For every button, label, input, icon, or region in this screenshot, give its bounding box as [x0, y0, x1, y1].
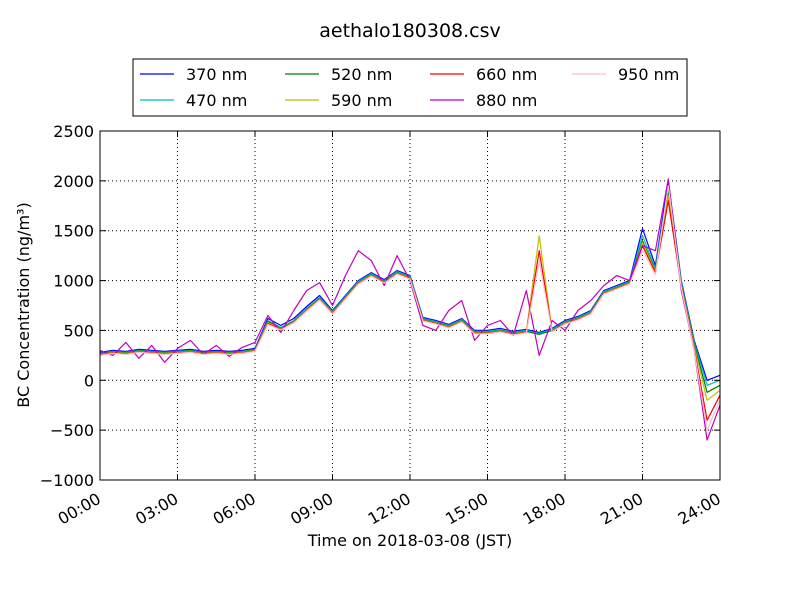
y-axis-label: BC Concentration (ng/m³)	[14, 202, 33, 407]
legend-label: 660 nm	[476, 65, 537, 84]
x-tick-label: 06:00	[210, 489, 259, 529]
x-tick-label: 15:00	[442, 489, 491, 529]
legend-label: 880 nm	[476, 91, 537, 110]
x-tick-label: 24:00	[675, 489, 724, 529]
legend: 370 nm 470 nm 520 nm 590 nm 660 nm 880 nm 950 …	[132, 58, 688, 117]
y-tick-label: 500	[63, 321, 94, 340]
series-line-880nm	[99, 178, 721, 441]
legend-label: 370 nm	[186, 65, 247, 84]
legend-box	[132, 58, 688, 117]
x-tick-label: 18:00	[520, 489, 569, 529]
legend-label: 520 nm	[331, 65, 392, 84]
y-tick-label: −500	[50, 421, 94, 440]
y-tick-label: 1000	[53, 272, 94, 291]
legend-label: 950 nm	[618, 65, 679, 84]
series-line-950nm	[99, 185, 721, 431]
x-tick-label: 03:00	[132, 489, 181, 529]
y-tick-label: 2500	[53, 122, 94, 141]
x-axis-label: Time on 2018-03-08 (JST)	[307, 531, 512, 550]
series-line-370nm	[99, 180, 721, 381]
x-tick-label: 12:00	[365, 489, 414, 529]
y-tick-label: 2000	[53, 172, 94, 191]
legend-label: 470 nm	[186, 91, 247, 110]
y-tick-label: 0	[84, 371, 94, 390]
x-tick-label: 00:00	[55, 489, 104, 529]
y-tick-label: 1500	[53, 222, 94, 241]
legend-items: 370 nm 470 nm 520 nm 590 nm 660 nm 880 nm 950 …	[140, 65, 679, 110]
x-tick-label: 09:00	[287, 489, 336, 529]
grid	[99, 130, 721, 481]
legend-label: 590 nm	[331, 91, 392, 110]
x-tick-label: 21:00	[597, 489, 646, 529]
series-line-590nm	[99, 195, 721, 401]
series-lines	[99, 178, 721, 441]
axis-ticks: 00:00 03:00 06:00 09:00 12:00 15:00 18:00 21:00…	[40, 122, 724, 529]
y-tick-label: −1000	[40, 471, 94, 490]
chart-title: aethalo180308.csv	[319, 20, 501, 42]
